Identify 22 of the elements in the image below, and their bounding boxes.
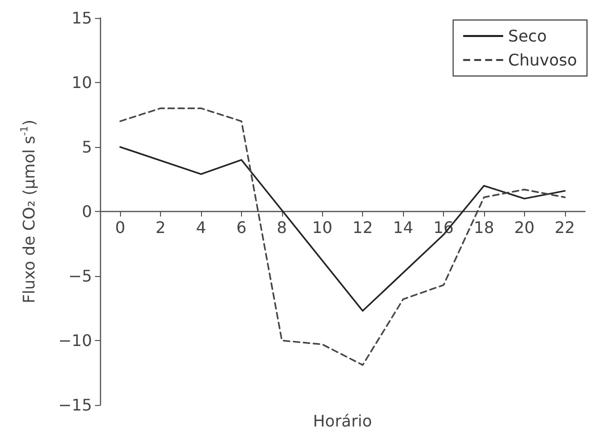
x-axis-title: Horário: [312, 412, 372, 430]
x-tick-label: 12: [352, 218, 373, 237]
x-tick-label: 20: [514, 218, 535, 237]
y-tick-label: 10: [72, 73, 92, 92]
x-tick-label: 18: [474, 218, 494, 237]
x-tick-label: 0: [115, 218, 126, 237]
x-tick-label: 6: [236, 218, 247, 237]
x-tick-label: 14: [392, 218, 414, 237]
x-tick-label: 10: [312, 218, 332, 237]
y-tick-label: 5: [82, 138, 92, 156]
x-tick-label: 2: [156, 218, 166, 237]
x-tick-label: 4: [196, 218, 206, 237]
y-tick-label: 15: [72, 8, 92, 28]
y-tick-label: 0: [82, 202, 92, 221]
y-tick-label: −15: [58, 396, 92, 414]
y-axis-title: Fluxo de CO₂ (μmol s-1): [20, 120, 38, 304]
y-tick-label: −5: [68, 266, 92, 286]
legend-label: Chuvoso: [508, 50, 578, 70]
x-tick-label: 8: [276, 218, 287, 237]
y-tick-label: −10: [58, 331, 92, 350]
x-tick-label: 22: [554, 218, 575, 237]
legend-label: Seco: [508, 26, 547, 46]
